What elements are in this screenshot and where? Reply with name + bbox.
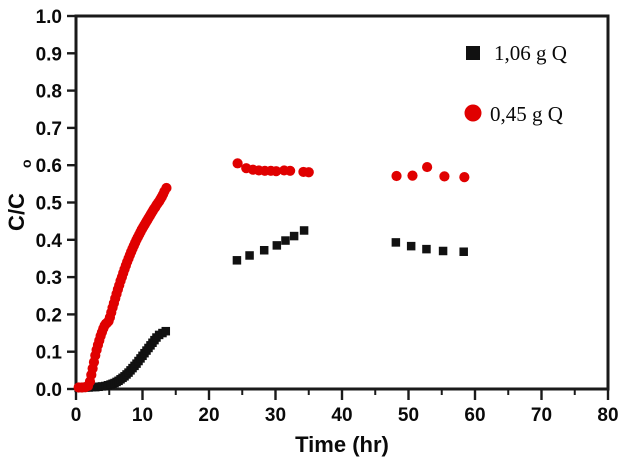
x-axis-ticks — [74, 389, 610, 400]
x-tick-label: 0 — [71, 405, 82, 426]
y-tick-label: 0.7 — [36, 119, 62, 140]
data-point-circle — [459, 172, 470, 183]
y-axis-title-subscript: o — [18, 159, 34, 168]
y-axis-tick-labels: 0.0 0.1 0.2 0.3 0.4 0.5 0.6 0.7 0.8 0.9 1.0 — [36, 7, 63, 401]
data-point-circle — [285, 165, 296, 176]
x-tick-label: 40 — [331, 405, 352, 426]
data-point-square — [289, 231, 299, 241]
y-tick-label: 0.9 — [36, 44, 62, 65]
data-point-circle — [161, 182, 172, 194]
chart-legend: 1,06 g Q 0,45 g Q — [464, 41, 567, 126]
data-point-square — [391, 238, 401, 247]
data-point-square — [459, 247, 468, 256]
data-point-circle — [391, 170, 402, 182]
x-tick-label: 10 — [132, 405, 153, 426]
data-point-square — [272, 241, 282, 250]
data-point-square — [259, 245, 269, 255]
legend-circle-marker-icon — [464, 104, 482, 122]
y-tick-label: 0.3 — [36, 268, 62, 289]
y-tick-label: 0.8 — [36, 82, 62, 103]
legend-label-1-06-g-q: 1,06 g Q — [494, 41, 567, 65]
data-point-circle — [407, 170, 418, 181]
y-tick-label: 0.5 — [36, 194, 63, 215]
x-tick-label: 70 — [531, 405, 552, 426]
data-point-square — [422, 244, 431, 254]
data-point-circle — [422, 161, 433, 173]
data-point-circle — [303, 167, 314, 178]
y-tick-label: 0.2 — [36, 305, 62, 326]
data-point-square — [281, 236, 290, 245]
data-point-square — [232, 256, 242, 265]
x-tick-label: 50 — [398, 405, 419, 426]
y-tick-label: 0.0 — [36, 380, 62, 401]
legend-label-0-45-g-q: 0,45 g Q — [490, 102, 563, 126]
data-point-square — [161, 326, 171, 336]
x-tick-label: 20 — [198, 405, 219, 426]
y-tick-label: 0.6 — [36, 156, 62, 177]
data-point-square — [299, 226, 309, 235]
data-point-circle — [271, 166, 282, 177]
legend-square-marker-icon — [466, 46, 480, 60]
x-tick-label: 60 — [464, 405, 485, 426]
data-point-square — [438, 246, 448, 256]
data-point-circle — [232, 158, 243, 169]
data-point-square — [245, 251, 254, 260]
y-axis-ticks — [67, 14, 76, 391]
y-tick-label: 1.0 — [36, 7, 62, 28]
data-point-square — [406, 241, 416, 251]
y-axis-title: C/C — [4, 193, 29, 231]
series-0-45-g-q-points — [73, 158, 470, 393]
y-tick-label: 0.1 — [36, 343, 63, 364]
y-axis-title-group: C/C o — [4, 159, 34, 231]
x-axis-title: Time (hr) — [295, 432, 389, 457]
x-axis-tick-labels: 0 10 20 30 40 50 60 70 80 — [71, 405, 619, 426]
y-tick-label: 0.4 — [36, 231, 63, 252]
x-tick-label: 80 — [597, 405, 618, 426]
data-point-circle — [439, 171, 450, 182]
x-tick-label: 30 — [265, 405, 286, 426]
